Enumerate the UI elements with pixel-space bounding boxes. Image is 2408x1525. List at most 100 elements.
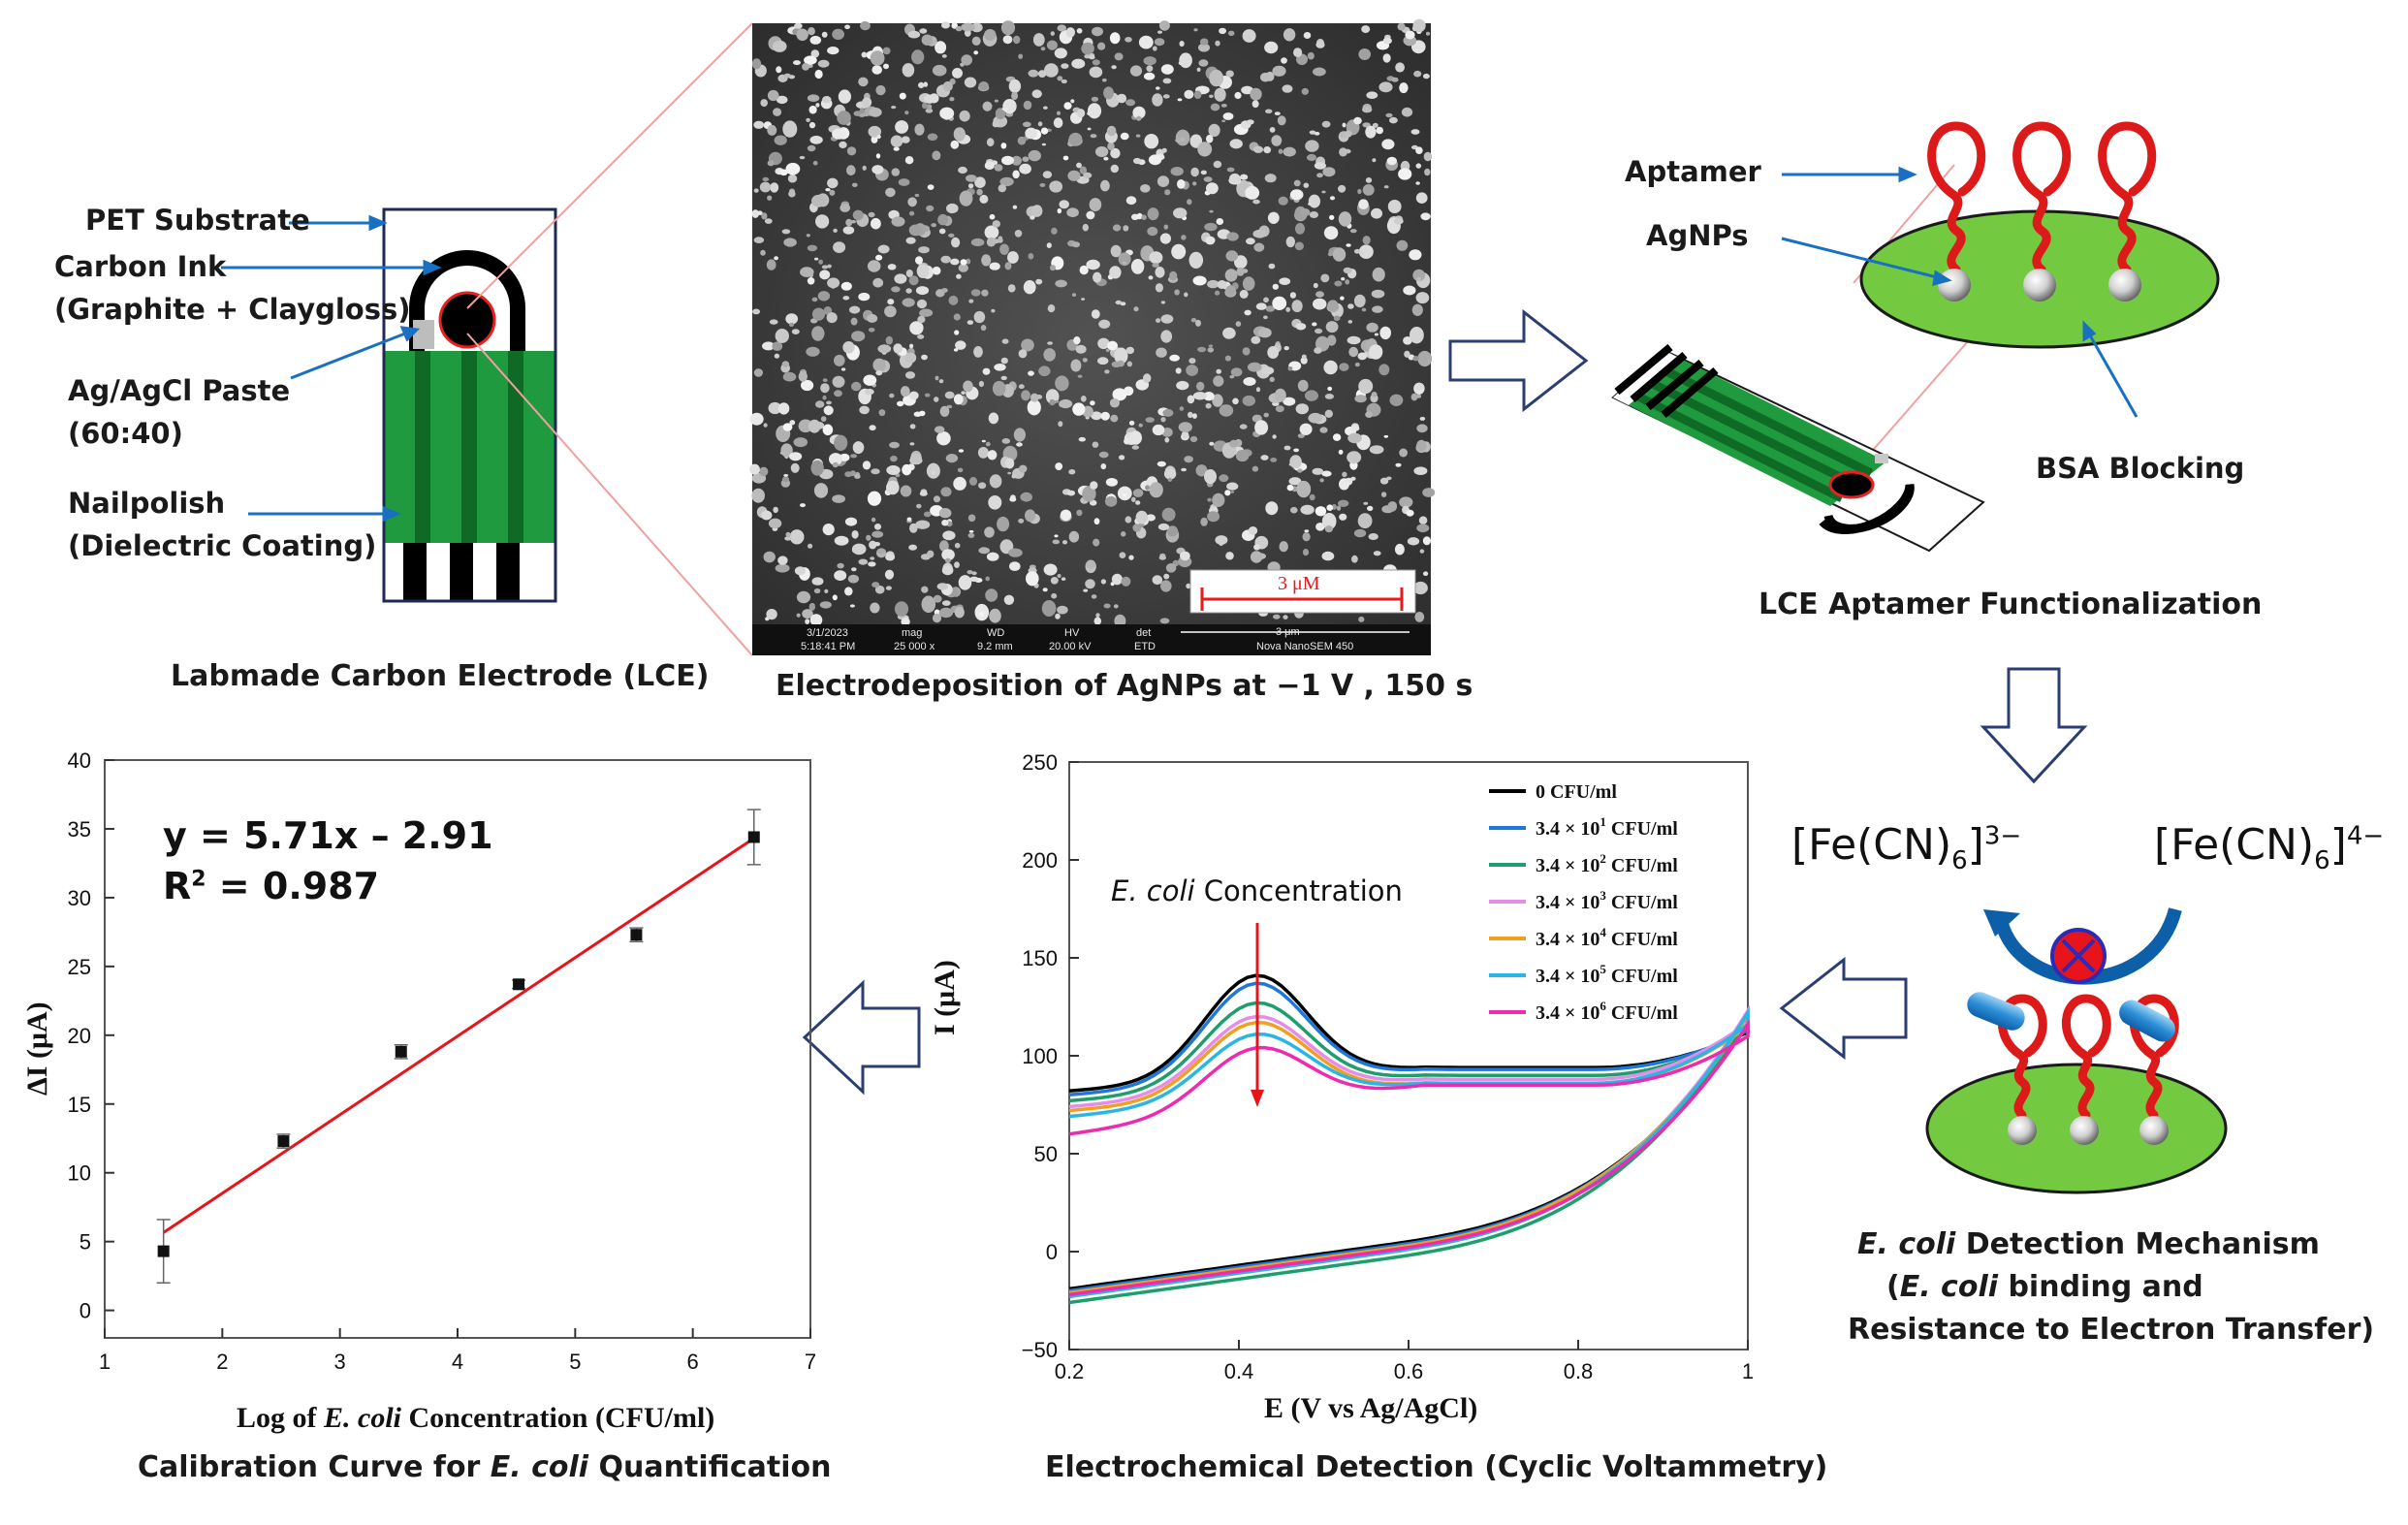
- sem-particle: [985, 441, 991, 447]
- sem-particle: [826, 400, 832, 405]
- sem-particle: [967, 514, 976, 523]
- sem-particle: [1413, 466, 1428, 476]
- sem-particle: [807, 94, 820, 102]
- sem-particle: [1371, 289, 1385, 299]
- sem-particle: [989, 474, 1002, 489]
- sem-particle: [812, 160, 818, 166]
- sem-particle: [937, 213, 948, 226]
- sem-particle: [900, 485, 912, 497]
- sem-particle: [1110, 164, 1120, 174]
- sem-particle: [1111, 361, 1122, 367]
- sem-particle: [913, 411, 922, 417]
- sem-particle: [1143, 373, 1152, 383]
- sem-mag-label: mag: [902, 627, 923, 639]
- sem-particle: [760, 249, 766, 256]
- sem-particle: [852, 209, 864, 221]
- cal-r2-base: R: [163, 865, 192, 907]
- sem-particle: [1135, 510, 1149, 524]
- sem-particle: [1260, 455, 1269, 461]
- sem-particle: [1353, 116, 1362, 125]
- sem-particle: [1416, 439, 1427, 452]
- sem-particle: [1321, 190, 1326, 194]
- sem-particle: [1184, 89, 1194, 99]
- sem-particle: [1336, 505, 1342, 511]
- sem-particle: [1188, 358, 1196, 365]
- sem-particle: [1213, 160, 1222, 169]
- sem-particle: [1244, 309, 1252, 316]
- sem-particle: [1132, 489, 1144, 497]
- sem-particle: [849, 470, 856, 477]
- sem-particle: [849, 305, 861, 314]
- sem-particle: [762, 341, 776, 351]
- sem-particle: [1007, 251, 1019, 264]
- sem-particle: [1131, 496, 1136, 502]
- sem-particle: [1329, 214, 1335, 220]
- sem-particle: [1022, 156, 1030, 162]
- sem-particle: [886, 480, 900, 495]
- sem-particle: [1110, 147, 1121, 159]
- sem-particle: [813, 483, 829, 498]
- sem-particle: [908, 391, 919, 400]
- cal-data-point: [747, 831, 760, 843]
- sem-particle: [1098, 451, 1109, 459]
- sem-particle: [1333, 315, 1341, 322]
- sem-particle: [767, 160, 775, 167]
- sem-particle: [1253, 544, 1260, 551]
- sem-particle: [980, 325, 987, 332]
- sem-particle: [994, 164, 1003, 172]
- sem-particle: [861, 51, 868, 58]
- sem-particle: [902, 63, 915, 78]
- sem-particle: [948, 295, 959, 305]
- sem-particle: [1372, 158, 1377, 163]
- sem-particle: [1160, 330, 1173, 343]
- sem-particle: [802, 63, 809, 71]
- sem-particle: [1093, 617, 1102, 625]
- sem-particle: [789, 529, 805, 545]
- sem-particle: [767, 124, 777, 136]
- sem-particle: [1147, 207, 1159, 221]
- sem-particle: [1206, 182, 1219, 195]
- sem-particle: [941, 520, 949, 526]
- cal-x-axis-label: Log of E. coli Concentration (CFU/ml): [237, 1402, 714, 1435]
- sem-particle: [945, 454, 959, 463]
- sem-particle: [1001, 438, 1011, 444]
- cal-fit-line: [162, 837, 755, 1234]
- sem-particle: [897, 400, 904, 407]
- sem-particle: [837, 111, 851, 125]
- sem-particle: [774, 353, 780, 359]
- sem-particle: [1117, 93, 1127, 104]
- sem-particle: [1283, 146, 1296, 157]
- sem-particle: [893, 146, 900, 151]
- sem-particle: [851, 543, 867, 556]
- sem-particle: [877, 344, 892, 354]
- sem-particle: [1289, 189, 1304, 201]
- sem-particle: [894, 601, 909, 617]
- sem-particle: [872, 277, 884, 288]
- sem-particle: [1177, 98, 1183, 102]
- sem-particle: [1060, 509, 1072, 522]
- caption-mechanism-rest-2: binding and: [1998, 1270, 2203, 1304]
- sem-particle: [1212, 492, 1225, 507]
- cv-annotation: E. coli Concentration: [1111, 874, 1403, 907]
- sem-particle: [1087, 103, 1102, 119]
- sem-particle: [1083, 588, 1089, 592]
- sem-particle: [1162, 94, 1170, 99]
- sem-particle: [1239, 424, 1248, 429]
- sem-particle: [1031, 89, 1042, 99]
- sem-particle: [1241, 85, 1253, 95]
- sem-particle: [1387, 501, 1398, 512]
- sem-particle: [1403, 285, 1416, 296]
- arrow-to-calibration: [802, 979, 921, 1096]
- cal-y-tick-label: 40: [68, 748, 91, 773]
- sem-particle: [1152, 263, 1159, 268]
- sem-particle: [1008, 548, 1023, 557]
- sem-particle: [1170, 167, 1184, 176]
- sem-particle: [1110, 244, 1122, 258]
- sem-particle: [1423, 151, 1433, 162]
- sem-particle: [1164, 437, 1170, 443]
- sem-particle: [997, 516, 1010, 532]
- sem-particle: [801, 379, 814, 392]
- sem-particle: [1308, 412, 1323, 424]
- sem-particle: [1207, 497, 1212, 502]
- sem-particle: [1278, 148, 1283, 154]
